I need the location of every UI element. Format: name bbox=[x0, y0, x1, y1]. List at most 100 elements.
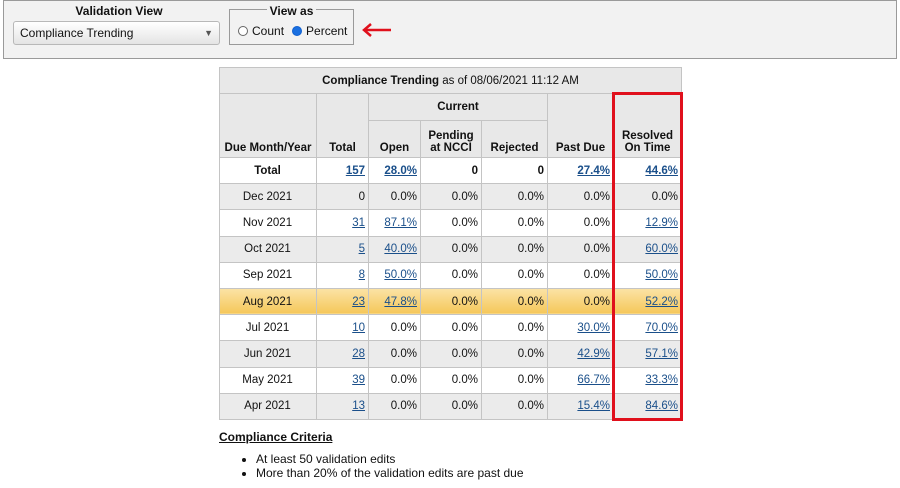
cell-pending: 0.0% bbox=[420, 392, 482, 420]
cell-total: 0 bbox=[316, 183, 369, 211]
cell-month: Dec 2021 bbox=[219, 183, 317, 211]
cell-pending: 0.0% bbox=[420, 287, 482, 316]
cell-open: 0.0% bbox=[368, 392, 421, 420]
total-link[interactable]: 13 bbox=[352, 400, 365, 413]
filter-bar: Validation View Compliance Trending ▼ Vi… bbox=[3, 0, 897, 59]
table-row: Jun 2021 28 0.0% 0.0% 0.0% 42.9% 57.1% bbox=[219, 340, 683, 368]
header-resolved-on-time: Resolved On Time bbox=[612, 93, 683, 158]
chevron-down-icon: ▼ bbox=[204, 28, 213, 38]
open-link[interactable]: 28.0% bbox=[384, 164, 417, 177]
count-radio[interactable] bbox=[238, 26, 248, 36]
total-link[interactable]: 8 bbox=[358, 269, 365, 282]
cell-open: 0.0% bbox=[368, 340, 421, 368]
open-link[interactable]: 47.8% bbox=[384, 295, 417, 308]
table-row: Nov 2021 31 87.1% 0.0% 0.0% 0.0% 12.9% bbox=[219, 209, 683, 237]
cell-resolved: 0.0% bbox=[612, 183, 683, 211]
cell-rejected: 0 bbox=[481, 156, 548, 185]
header-pending: Pending at NCCI bbox=[420, 120, 482, 158]
table-row: Dec 2021 0 0.0% 0.0% 0.0% 0.0% 0.0% bbox=[219, 183, 683, 211]
header-past-due: Past Due bbox=[547, 93, 614, 158]
resolved-link[interactable]: 44.6% bbox=[645, 164, 679, 177]
validation-view-value: Compliance Trending bbox=[20, 26, 134, 40]
table-row: Jul 2021 10 0.0% 0.0% 0.0% 30.0% 70.0% bbox=[219, 314, 683, 342]
table-row: Apr 2021 13 0.0% 0.0% 0.0% 15.4% 84.6% bbox=[219, 392, 683, 420]
list-item: At least 50 validation edits bbox=[256, 452, 524, 466]
view-as-group: View as Count Percent bbox=[229, 4, 354, 45]
header-total: Total bbox=[316, 93, 369, 158]
cell-open: 0.0% bbox=[368, 314, 421, 342]
cell-month: May 2021 bbox=[219, 366, 317, 394]
resolved-link[interactable]: 50.0% bbox=[645, 269, 679, 282]
cell-pending: 0.0% bbox=[420, 340, 482, 368]
total-link[interactable]: 5 bbox=[358, 243, 365, 256]
total-link[interactable]: 157 bbox=[345, 164, 365, 177]
view-as-label: View as bbox=[266, 4, 317, 18]
total-link[interactable]: 31 bbox=[352, 216, 365, 229]
cell-pending: 0.0% bbox=[420, 209, 482, 237]
table-row: Oct 2021 5 40.0% 0.0% 0.0% 0.0% 60.0% bbox=[219, 235, 683, 263]
open-link[interactable]: 87.1% bbox=[384, 216, 417, 229]
cell-month: Total bbox=[219, 156, 317, 185]
resolved-link[interactable]: 33.3% bbox=[645, 374, 679, 387]
percent-radio[interactable] bbox=[292, 26, 303, 36]
cell-past-due: 0.0% bbox=[547, 287, 614, 316]
red-arrow-icon bbox=[362, 23, 391, 37]
cell-rejected: 0.0% bbox=[481, 314, 548, 342]
cell-open: 0.0% bbox=[368, 366, 421, 394]
cell-rejected: 0.0% bbox=[481, 209, 548, 237]
cell-rejected: 0.0% bbox=[481, 340, 548, 368]
total-link[interactable]: 10 bbox=[352, 321, 365, 334]
cell-month: Jul 2021 bbox=[219, 314, 317, 342]
cell-month: Oct 2021 bbox=[219, 235, 317, 263]
cell-open: 0.0% bbox=[368, 183, 421, 211]
compliance-table: Compliance Trending as of 08/06/2021 11:… bbox=[218, 67, 683, 420]
resolved-link[interactable]: 60.0% bbox=[645, 243, 679, 256]
cell-pending: 0.0% bbox=[420, 261, 482, 289]
cell-rejected: 0.0% bbox=[481, 235, 548, 263]
cell-past-due: 0.0% bbox=[547, 209, 614, 237]
percent-radio-label[interactable]: Percent bbox=[306, 24, 348, 38]
cell-month: Apr 2021 bbox=[219, 392, 317, 420]
table-title: Compliance Trending as of 08/06/2021 11:… bbox=[218, 67, 683, 94]
header-due-month: Due Month/Year bbox=[219, 93, 317, 158]
compliance-criteria-list: At least 50 validation edits More than 2… bbox=[240, 452, 524, 480]
header-rejected: Rejected bbox=[481, 120, 548, 158]
compliance-criteria-title: Compliance Criteria bbox=[219, 430, 333, 444]
header-current: Current bbox=[368, 93, 548, 121]
total-link[interactable]: 23 bbox=[352, 295, 365, 308]
table-row: Sep 2021 8 50.0% 0.0% 0.0% 0.0% 50.0% bbox=[219, 261, 683, 289]
header-open: Open bbox=[368, 120, 421, 158]
open-link[interactable]: 40.0% bbox=[384, 243, 417, 256]
validation-view-label: Validation View bbox=[75, 4, 163, 18]
total-link[interactable]: 39 bbox=[352, 374, 365, 387]
cell-rejected: 0.0% bbox=[481, 366, 548, 394]
past-due-link[interactable]: 30.0% bbox=[577, 321, 610, 334]
cell-rejected: 0.0% bbox=[481, 261, 548, 289]
cell-pending: 0.0% bbox=[420, 235, 482, 263]
cell-month: Jun 2021 bbox=[219, 340, 317, 368]
cell-pending: 0 bbox=[420, 156, 482, 185]
resolved-link[interactable]: 84.6% bbox=[645, 400, 679, 413]
cell-pending: 0.0% bbox=[420, 314, 482, 342]
past-due-link[interactable]: 27.4% bbox=[577, 164, 610, 177]
resolved-link[interactable]: 57.1% bbox=[645, 347, 679, 360]
total-link[interactable]: 28 bbox=[352, 347, 365, 360]
table-row-total: Total 157 28.0% 0 0 27.4% 44.6% bbox=[219, 156, 683, 185]
resolved-link[interactable]: 52.2% bbox=[645, 295, 679, 308]
cell-pending: 0.0% bbox=[420, 183, 482, 211]
cell-rejected: 0.0% bbox=[481, 287, 548, 316]
cell-pending: 0.0% bbox=[420, 366, 482, 394]
past-due-link[interactable]: 15.4% bbox=[577, 400, 610, 413]
count-radio-label[interactable]: Count bbox=[252, 24, 285, 38]
cell-month: Aug 2021 bbox=[219, 287, 317, 316]
cell-rejected: 0.0% bbox=[481, 392, 548, 420]
resolved-link[interactable]: 70.0% bbox=[645, 321, 679, 334]
list-item: More than 20% of the validation edits ar… bbox=[256, 466, 524, 480]
past-due-link[interactable]: 42.9% bbox=[577, 347, 610, 360]
open-link[interactable]: 50.0% bbox=[384, 269, 417, 282]
cell-past-due: 0.0% bbox=[547, 235, 614, 263]
validation-view-select[interactable]: Compliance Trending ▼ bbox=[13, 21, 220, 45]
cell-month: Sep 2021 bbox=[219, 261, 317, 289]
resolved-link[interactable]: 12.9% bbox=[645, 216, 679, 229]
past-due-link[interactable]: 66.7% bbox=[577, 374, 610, 387]
